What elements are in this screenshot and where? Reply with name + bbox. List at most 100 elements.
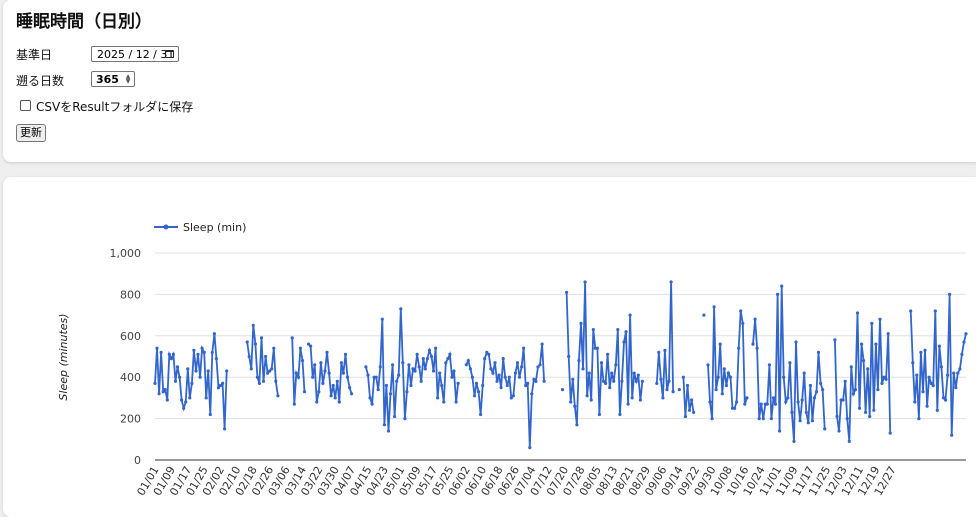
data-point — [345, 375, 350, 379]
data-point — [667, 379, 671, 383]
data-point — [399, 307, 403, 311]
data-point — [479, 412, 483, 417]
data-point — [806, 421, 810, 425]
data-point — [178, 375, 182, 379]
data-point — [374, 375, 378, 379]
data-point — [388, 392, 393, 396]
data-point — [612, 379, 616, 383]
data-point — [411, 367, 415, 371]
data-point — [935, 408, 939, 412]
data-point — [866, 367, 870, 371]
update-button[interactable]: 更新 — [16, 124, 46, 142]
data-point — [728, 375, 733, 379]
data-point — [585, 394, 589, 398]
data-point — [218, 383, 223, 388]
data-point — [626, 402, 630, 406]
y-tick-label: 600 — [120, 330, 141, 343]
data-point — [933, 309, 937, 313]
data-point — [485, 350, 489, 354]
data-point — [816, 350, 821, 354]
data-point — [567, 354, 571, 359]
data-point — [786, 396, 790, 400]
data-point — [681, 375, 686, 379]
data-point — [249, 367, 253, 371]
data-point — [208, 412, 212, 417]
legend-label: Sleep (min) — [183, 221, 246, 234]
data-point — [710, 417, 714, 421]
data-point — [735, 400, 739, 404]
data-point — [573, 404, 577, 408]
data-point — [251, 323, 255, 327]
data-point — [663, 348, 667, 352]
calendar-icon[interactable] — [165, 50, 174, 58]
data-point — [446, 357, 450, 361]
data-point — [739, 309, 743, 313]
data-point — [532, 377, 536, 381]
data-point — [712, 305, 716, 309]
data-point — [927, 375, 931, 379]
data-point — [223, 427, 227, 431]
data-point — [309, 344, 313, 348]
data-point — [745, 396, 749, 400]
data-point — [687, 408, 692, 412]
y-tick-label: 400 — [120, 371, 141, 384]
data-point — [268, 369, 272, 373]
x-tick-labels: 01/0101/0901/1701/2502/0202/1002/1802/26… — [134, 464, 898, 498]
data-point — [364, 365, 368, 369]
data-point — [161, 390, 165, 394]
data-point — [759, 402, 763, 406]
data-point — [810, 419, 815, 423]
data-point — [722, 367, 726, 371]
y-tick-label: 200 — [120, 413, 141, 426]
data-point — [261, 379, 266, 383]
data-point — [167, 352, 171, 356]
data-point — [690, 398, 694, 402]
data-point — [214, 357, 218, 361]
data-point — [769, 417, 774, 421]
data-point — [517, 375, 522, 379]
data-point — [804, 410, 808, 414]
data-point — [407, 363, 411, 367]
data-point — [380, 317, 384, 321]
data-point — [194, 369, 198, 373]
data-point — [577, 359, 581, 363]
data-point — [409, 383, 413, 388]
data-point — [874, 342, 878, 346]
data-point — [452, 369, 456, 373]
days-input[interactable]: 365 ▲ ▼ — [91, 71, 135, 87]
data-point — [313, 363, 317, 367]
base-date-value: 2025 / 12 / 31 — [97, 48, 175, 61]
data-point — [851, 392, 856, 396]
data-point — [757, 417, 761, 421]
data-point — [634, 379, 638, 383]
data-point — [276, 394, 280, 398]
data-point — [210, 350, 214, 354]
data-point — [909, 309, 913, 313]
data-point — [333, 396, 337, 400]
data-point — [300, 359, 305, 363]
data-point — [339, 361, 343, 365]
data-point — [368, 396, 372, 400]
data-point — [319, 361, 323, 365]
data-point — [489, 367, 493, 371]
data-point — [186, 367, 190, 371]
data-point — [884, 377, 888, 381]
data-point — [528, 446, 532, 450]
spinner-icon[interactable]: ▲ ▼ — [125, 73, 131, 85]
data-point — [436, 396, 440, 400]
data-point — [833, 338, 837, 342]
csv-checkbox[interactable] — [20, 100, 31, 111]
data-point — [395, 379, 399, 383]
data-point — [837, 429, 841, 433]
data-point — [391, 363, 395, 367]
base-date-input[interactable]: 2025 / 12 / 31 — [91, 46, 179, 62]
data-point — [255, 375, 259, 379]
data-point — [958, 367, 962, 371]
data-point — [595, 346, 600, 350]
data-point — [751, 342, 755, 346]
data-point — [964, 332, 968, 336]
data-point — [919, 350, 923, 354]
data-point — [315, 400, 319, 404]
data-point — [878, 317, 882, 321]
data-point — [560, 388, 565, 392]
